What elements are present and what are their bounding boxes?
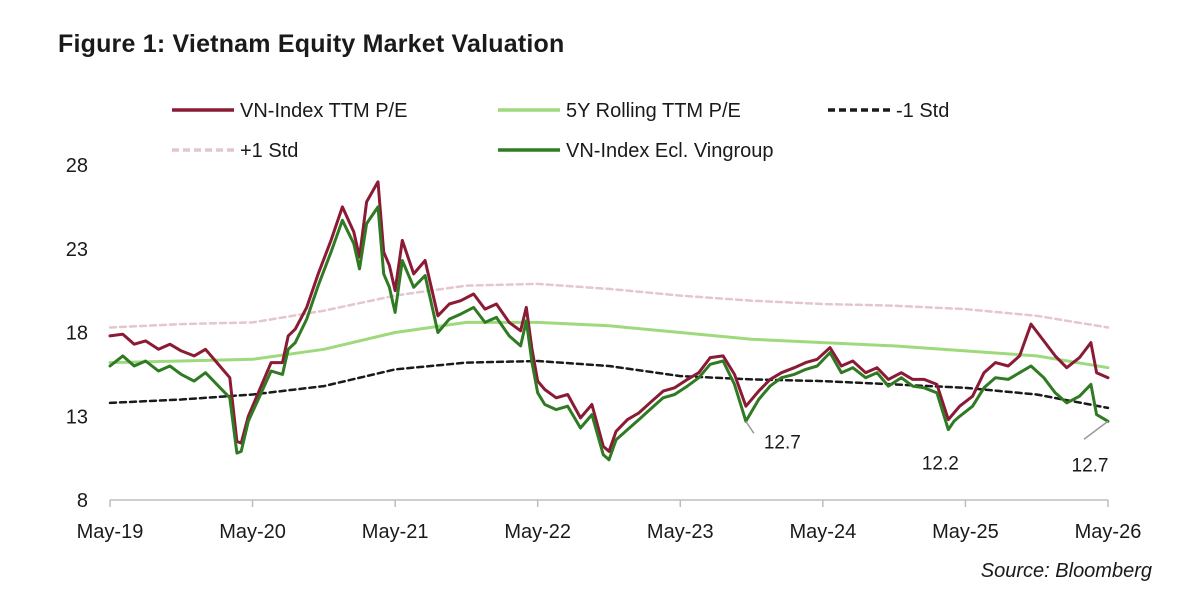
annotation-leader: [1083, 420, 1109, 440]
series-line-plus_std: [108, 282, 1110, 329]
y-tick-label: 23: [66, 239, 88, 261]
x-tick-label: May-22: [504, 521, 571, 543]
annotation-label: 12.2: [922, 454, 959, 475]
y-tick-label: 18: [66, 323, 88, 345]
y-tick-label: 8: [77, 490, 88, 512]
x-tick-label: May-26: [1075, 521, 1142, 543]
chart-legend: VN-Index TTM P/E 5Y Rolling TTM P/E -1 Std…: [172, 100, 949, 162]
legend-label-exvin: VN-Index Ecl. Vingroup: [566, 140, 774, 162]
series-group: [108, 180, 1110, 462]
x-axis: May-19 May-20 May-21 May-22 May-23 May-24 May-…: [77, 499, 1142, 543]
legend-label-minus_std: -1 Std: [896, 100, 949, 122]
y-tick-label: 13: [66, 406, 88, 428]
annotation-leader: [745, 420, 755, 434]
series-line-pe: [108, 180, 1110, 453]
legend-label-plus_std: +1 Std: [240, 140, 298, 162]
legend-label-rolling: 5Y Rolling TTM P/E: [566, 100, 741, 122]
x-tick-label: May-20: [219, 521, 286, 543]
x-tick-label: May-19: [77, 521, 144, 543]
legend-label-pe: VN-Index TTM P/E: [240, 100, 407, 122]
source-note: Source: Bloomberg: [980, 560, 1152, 582]
series-line-rolling: [108, 320, 1110, 370]
x-tick-label: May-23: [647, 521, 714, 543]
figure-title: Figure 1: Vietnam Equity Market Valuatio…: [58, 30, 565, 58]
y-axis: 8 13 18 23 28: [66, 155, 88, 512]
y-tick-label: 28: [66, 155, 88, 177]
x-tick-label: May-21: [362, 521, 429, 543]
series-line-minus_std: [108, 359, 1110, 410]
x-tick-label: May-24: [790, 521, 857, 543]
x-tick-label: May-25: [932, 521, 999, 543]
annotation-label: 12.7: [764, 432, 801, 453]
annotation-label: 12.7: [1072, 455, 1109, 476]
annotations: 12.7 12.2 12.7: [745, 420, 1109, 476]
series-line-exvin: [108, 205, 1110, 462]
